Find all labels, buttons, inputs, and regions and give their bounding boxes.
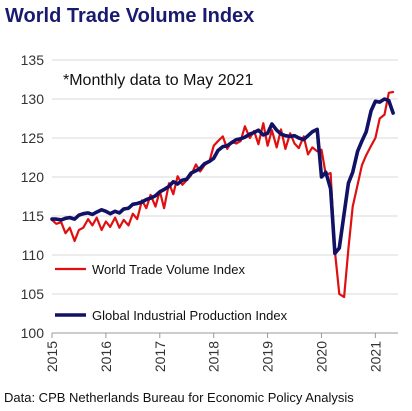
series-lines (50, 90, 395, 299)
x-tick-label: 2015 (44, 341, 60, 372)
series-line-2 (50, 97, 395, 256)
x-tick-label: 2020 (313, 341, 329, 372)
series-line-1 (50, 90, 395, 299)
x-tick-label: 2016 (98, 341, 114, 372)
source-note: Data: CPB Netherlands Bureau for Economi… (4, 390, 354, 405)
y-tick-label: 115 (22, 208, 45, 224)
y-tick-label: 130 (21, 91, 45, 107)
x-tick-label: 2021 (367, 341, 383, 372)
y-tick-label: 135 (21, 52, 45, 68)
chart-title: World Trade Volume Index (5, 5, 255, 27)
legend-item-1: World Trade Volume Index (55, 262, 245, 277)
y-tick-label: 110 (22, 247, 45, 263)
y-tick-label: 125 (21, 130, 45, 146)
y-tick-label: 100 (21, 325, 45, 341)
x-tick-label: 2019 (260, 341, 276, 372)
y-axis-tick-labels: 100 105 110 115 120 125 130 135 (21, 52, 45, 341)
x-tick-label: 2017 (152, 341, 168, 372)
x-axis-tick-labels: 2015 2016 2017 2018 2019 2020 2021 (44, 333, 383, 372)
y-tick-label: 105 (21, 286, 45, 302)
x-tick-label: 2018 (206, 341, 222, 372)
chart-annotation: *Monthly data to May 2021 (63, 72, 253, 89)
legend: World Trade Volume Index Global Industria… (55, 262, 288, 323)
legend-item-2: Global Industrial Production Index (55, 308, 288, 323)
legend-label: Global Industrial Production Index (92, 308, 288, 323)
y-tick-label: 120 (21, 169, 45, 185)
legend-label: World Trade Volume Index (92, 262, 245, 277)
